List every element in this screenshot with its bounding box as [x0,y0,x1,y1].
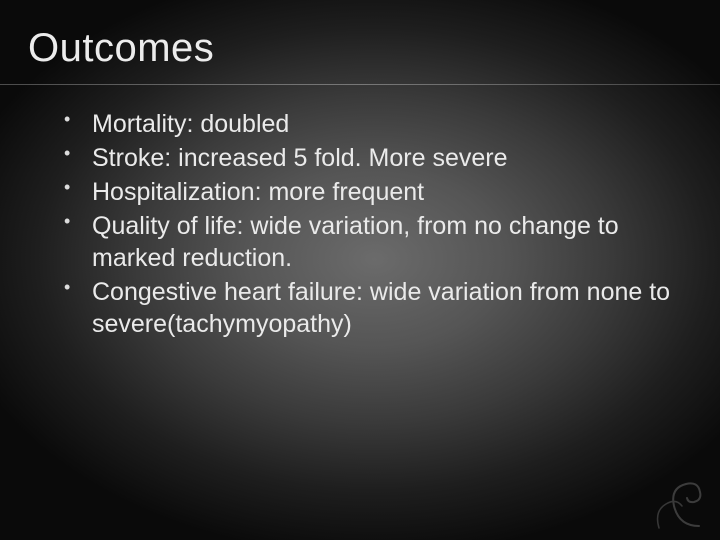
swirl-decoration-icon [624,456,714,536]
list-item: Stroke: increased 5 fold. More severe [64,142,680,174]
list-item: Mortality: doubled [64,108,680,140]
list-item: Hospitalization: more frequent [64,176,680,208]
list-item: Quality of life: wide variation, from no… [64,210,680,274]
bullet-list: Mortality: doubled Stroke: increased 5 f… [64,108,680,340]
slide: Outcomes Mortality: doubled Stroke: incr… [0,0,720,540]
list-item: Congestive heart failure: wide variation… [64,276,680,340]
slide-content: Mortality: doubled Stroke: increased 5 f… [64,108,680,342]
title-divider [0,84,720,85]
slide-title: Outcomes [28,26,214,71]
